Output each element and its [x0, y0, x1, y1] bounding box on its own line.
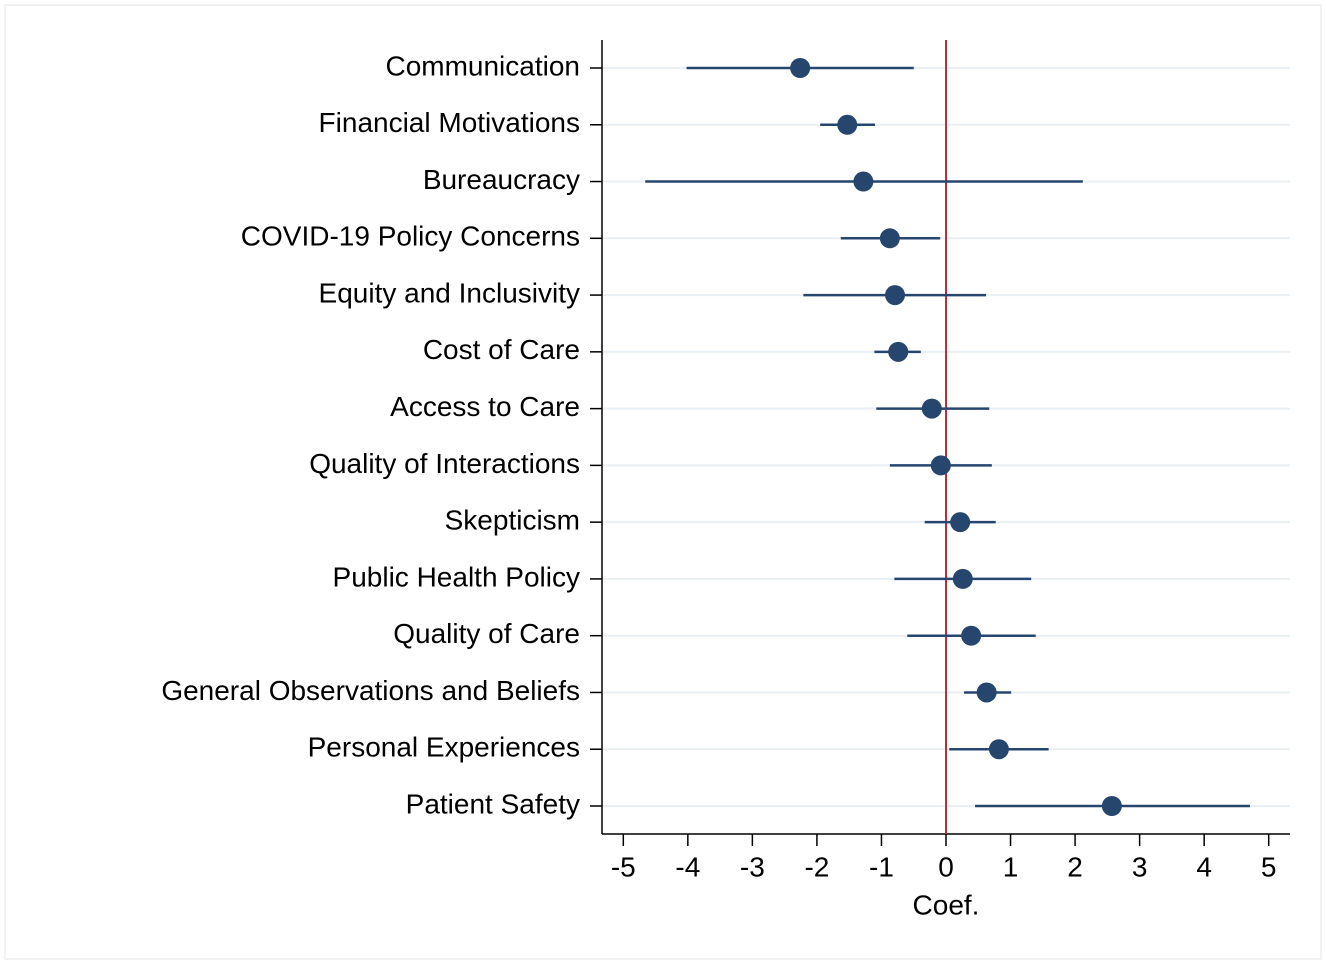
x-tick-label: -5: [611, 851, 636, 882]
x-tick-label: -1: [869, 851, 894, 882]
point: [961, 625, 982, 646]
point: [1101, 796, 1122, 816]
y-tick-label: General Observations and Beliefs: [161, 675, 580, 706]
x-tick-label: 2: [1067, 851, 1083, 882]
x-tick-label: -3: [740, 851, 765, 882]
point: [837, 114, 858, 135]
point: [790, 58, 811, 78]
x-axis-title: Coef.: [913, 889, 980, 920]
point: [921, 398, 942, 419]
x-tick-label: 1: [1003, 851, 1019, 882]
point: [930, 455, 951, 476]
point: [885, 285, 906, 306]
point: [950, 512, 971, 533]
y-tick-label: Patient Safety: [406, 788, 580, 819]
y-tick-label: Bureaucracy: [423, 164, 580, 195]
frame: [4, 4, 1322, 960]
x-tick-label: 3: [1132, 851, 1148, 882]
y-tick-label: Public Health Policy: [333, 561, 580, 592]
y-tick-label: Financial Motivations: [319, 107, 580, 138]
x-tick-label: 4: [1196, 851, 1212, 882]
y-tick-label: Equity and Inclusivity: [319, 277, 580, 308]
y-tick-label: Quality of Care: [393, 618, 580, 649]
point: [853, 171, 874, 192]
point: [888, 341, 909, 362]
x-tick-label: -2: [804, 851, 829, 882]
point: [976, 682, 997, 703]
point: [879, 228, 900, 249]
point: [988, 739, 1009, 760]
y-tick-label: Cost of Care: [423, 334, 580, 365]
y-tick-label: Skepticism: [445, 505, 580, 536]
x-tick-label: 5: [1261, 851, 1277, 882]
y-tick-label: Access to Care: [390, 391, 580, 422]
x-tick-label: -4: [675, 851, 700, 882]
y-tick-label: Quality of Interactions: [309, 448, 580, 479]
point: [952, 568, 973, 589]
y-tick-label: COVID-19 Policy Concerns: [241, 221, 580, 252]
y-tick-label: Communication: [385, 50, 580, 81]
x-tick-label: 0: [938, 851, 954, 882]
y-tick-label: Personal Experiences: [308, 732, 580, 763]
